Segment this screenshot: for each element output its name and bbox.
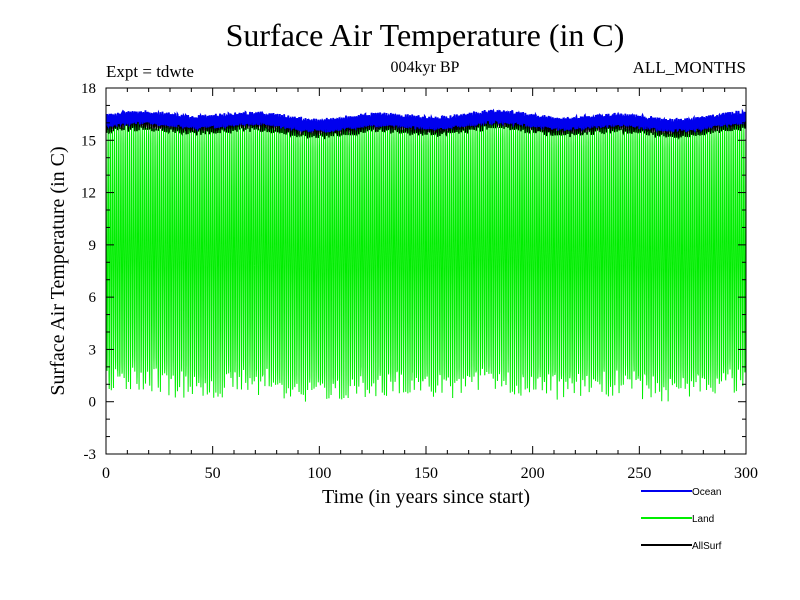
legend-label-land: Land [692,514,714,525]
series-layer [106,108,746,402]
x-axis-label: Time (in years since start) [322,486,530,508]
series-line-land [106,117,746,402]
experiment-label: Expt = tdwte [106,62,194,81]
x-tick-label: 0 [102,465,110,482]
legend-label-ocean: Ocean [692,487,721,498]
x-tick-label: 150 [414,465,438,482]
chart-title: Surface Air Temperature (in C) [226,17,625,53]
x-tick-label: 50 [205,465,221,482]
y-tick-label: 3 [89,342,97,358]
y-axis-label: Surface Air Temperature (in C) [47,146,69,395]
x-tick-label: 200 [521,465,545,482]
series-line-ocean [106,108,746,134]
y-tick-label: 0 [89,395,97,411]
legend-label-allsurf: AllSurf [692,541,722,552]
chart-subtitle: 004kyr BP [391,59,460,76]
months-label: ALL_MONTHS [633,58,746,77]
x-tick-label: 250 [627,465,651,482]
y-tick-label: -3 [84,447,97,463]
x-tick-label: 100 [307,465,331,482]
y-tick-label: 12 [81,186,96,202]
y-tick-label: 18 [81,81,96,97]
legend: Ocean Land AllSurf [641,487,722,552]
x-tick-label: 300 [734,465,758,482]
y-tick-label: 6 [89,290,97,306]
y-tick-label: 9 [89,238,97,254]
y-tick-label: 15 [81,133,96,149]
